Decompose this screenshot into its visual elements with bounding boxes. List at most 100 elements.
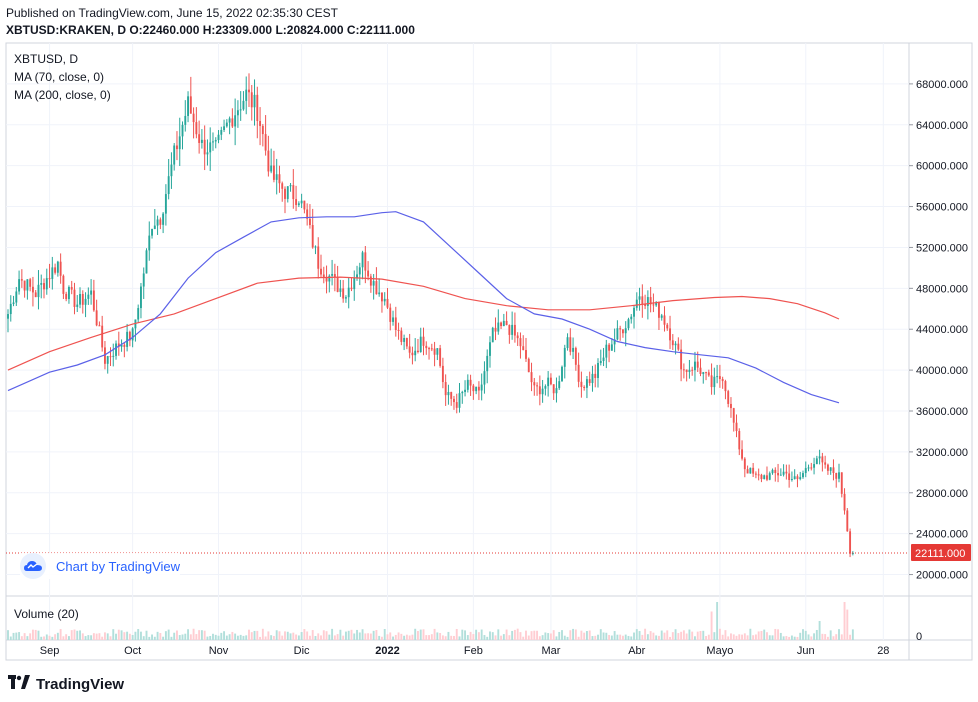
volume-bar	[677, 633, 680, 640]
candle-body	[638, 296, 641, 300]
volume-bar	[29, 633, 32, 640]
candle-body	[516, 335, 519, 339]
candle	[84, 292, 87, 318]
volume-bar	[358, 632, 361, 640]
candle	[245, 76, 248, 115]
candle-body	[511, 324, 514, 335]
candle	[350, 277, 353, 292]
candle	[15, 286, 18, 306]
volume-bar	[45, 634, 48, 640]
volume-bar	[231, 631, 234, 640]
candle-body	[768, 473, 771, 480]
volume-legend[interactable]: Volume (20)	[14, 607, 79, 621]
volume-bar	[394, 634, 397, 640]
footer-brand[interactable]: TradingView	[8, 675, 124, 693]
candle	[810, 462, 813, 471]
volume-bar	[516, 628, 519, 640]
volume-bar	[716, 602, 719, 640]
candle-body	[694, 361, 696, 371]
candle	[214, 137, 217, 149]
candle	[369, 273, 372, 293]
volume-bar	[680, 631, 683, 640]
volume-bar	[198, 630, 201, 640]
volume-bar	[702, 630, 705, 640]
candle-body	[826, 464, 829, 471]
candle	[148, 221, 151, 261]
volume-bar	[40, 636, 43, 640]
ma200-legend[interactable]: MA (200, close, 0)	[14, 88, 111, 102]
candle	[599, 349, 602, 366]
candle	[90, 279, 93, 305]
candle	[259, 107, 262, 146]
candle-body	[128, 331, 131, 341]
candle-body	[799, 477, 802, 480]
candle-body	[212, 141, 214, 143]
candle	[34, 289, 37, 298]
volume-bar	[209, 636, 212, 640]
candle	[785, 464, 788, 480]
candle	[572, 337, 575, 360]
candle-body	[577, 364, 580, 382]
candle-body	[151, 228, 153, 236]
candle-body	[117, 343, 120, 347]
candle	[414, 338, 417, 362]
volume-bar	[314, 635, 317, 640]
candle-body	[793, 476, 796, 480]
candle-body	[677, 343, 680, 350]
volume-bar	[635, 629, 638, 640]
candle	[223, 119, 226, 133]
volume-bar	[436, 632, 439, 640]
candle-body	[466, 379, 469, 390]
candle	[430, 343, 433, 352]
candle-body	[422, 336, 425, 346]
volume-bar	[328, 634, 331, 640]
ma70-legend[interactable]: MA (70, close, 0)	[14, 70, 105, 84]
candle	[549, 373, 552, 386]
candle	[555, 377, 558, 403]
candle	[239, 91, 242, 121]
candle-body	[256, 94, 259, 121]
volume-bar	[777, 629, 780, 640]
candle	[419, 327, 422, 353]
candle-body	[555, 388, 558, 394]
candle-body	[804, 468, 807, 474]
candle	[231, 108, 234, 128]
volume-bar	[522, 636, 525, 640]
volume-bar	[375, 629, 378, 640]
candle	[738, 428, 741, 456]
chart-attribution[interactable]: Chart by TradingView	[20, 553, 181, 579]
volume-bar	[417, 631, 419, 640]
volume-bar	[220, 632, 223, 640]
candle	[788, 464, 791, 488]
candle	[126, 323, 129, 352]
candle-body	[137, 308, 140, 320]
candle	[278, 165, 281, 193]
candle-body	[234, 115, 237, 127]
volume-bar	[34, 629, 37, 640]
candle-body	[109, 356, 112, 358]
candle	[167, 159, 170, 200]
candle	[832, 459, 835, 481]
candle	[835, 472, 838, 488]
volume-bar	[688, 629, 691, 640]
candle-body	[405, 338, 408, 347]
volume-bar	[378, 635, 381, 640]
volume-bar	[176, 630, 178, 640]
volume-bar	[472, 634, 475, 640]
volume-bar	[439, 632, 442, 640]
candle-body	[563, 347, 566, 367]
volume-bar	[148, 636, 151, 640]
candle-body	[289, 185, 292, 187]
candle-body	[843, 493, 846, 511]
candle	[583, 385, 586, 391]
candle	[137, 304, 140, 323]
candle-body	[635, 299, 638, 308]
candle-body	[98, 325, 101, 327]
candle	[574, 346, 577, 371]
candle	[336, 265, 339, 293]
candle	[743, 457, 746, 478]
volume-bar	[339, 629, 342, 640]
volume-bar	[613, 631, 616, 640]
candle	[189, 76, 192, 114]
